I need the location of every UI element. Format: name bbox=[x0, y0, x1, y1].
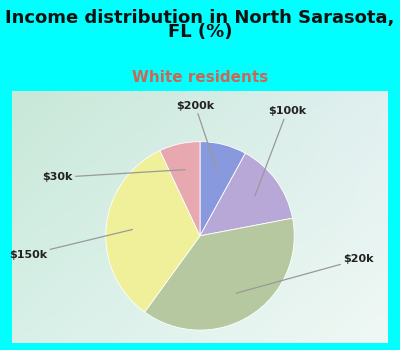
Text: $20k: $20k bbox=[236, 254, 374, 293]
Wedge shape bbox=[200, 153, 292, 236]
Wedge shape bbox=[106, 150, 200, 312]
Text: Income distribution in North Sarasota,: Income distribution in North Sarasota, bbox=[5, 9, 395, 27]
Text: $200k: $200k bbox=[176, 101, 217, 170]
Text: $30k: $30k bbox=[42, 170, 185, 182]
Wedge shape bbox=[160, 142, 200, 236]
Text: $150k: $150k bbox=[9, 230, 132, 260]
Text: White residents: White residents bbox=[132, 70, 268, 85]
Wedge shape bbox=[145, 218, 294, 330]
Wedge shape bbox=[200, 142, 245, 236]
Text: FL (%): FL (%) bbox=[168, 23, 232, 41]
Text: $100k: $100k bbox=[255, 106, 306, 196]
